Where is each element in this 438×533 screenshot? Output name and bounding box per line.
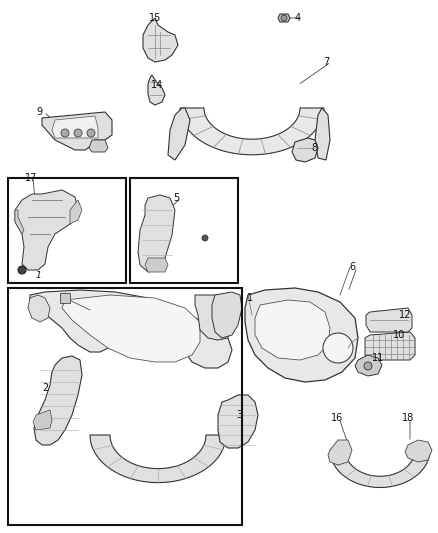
Polygon shape	[292, 138, 318, 162]
Text: 4: 4	[295, 13, 301, 23]
Polygon shape	[145, 258, 168, 272]
Polygon shape	[366, 308, 412, 332]
Polygon shape	[52, 116, 98, 138]
Polygon shape	[255, 300, 330, 360]
Polygon shape	[405, 440, 432, 462]
Text: 6: 6	[349, 262, 355, 272]
Polygon shape	[34, 356, 82, 445]
Text: 8: 8	[311, 143, 317, 153]
Text: 15: 15	[149, 13, 161, 23]
Text: 11: 11	[372, 353, 384, 363]
Polygon shape	[143, 18, 178, 62]
Polygon shape	[365, 332, 415, 360]
Text: 9: 9	[36, 107, 42, 117]
Polygon shape	[315, 108, 330, 160]
Bar	[8, 178, 126, 283]
Text: 2: 2	[42, 383, 48, 393]
Polygon shape	[15, 210, 24, 234]
Text: 16: 16	[331, 413, 343, 423]
Text: 17: 17	[25, 173, 37, 183]
Text: 7: 7	[323, 57, 329, 67]
Circle shape	[87, 129, 95, 137]
Text: 1: 1	[35, 271, 41, 279]
Polygon shape	[28, 295, 50, 322]
Text: 10: 10	[393, 330, 405, 340]
Polygon shape	[30, 290, 232, 368]
Polygon shape	[195, 295, 232, 340]
Circle shape	[202, 235, 208, 241]
Polygon shape	[168, 108, 190, 160]
Circle shape	[323, 333, 353, 363]
Text: 12: 12	[399, 310, 411, 320]
Bar	[130, 178, 238, 283]
Bar	[8, 288, 242, 525]
Circle shape	[364, 362, 372, 370]
Polygon shape	[70, 200, 82, 224]
Polygon shape	[355, 355, 382, 376]
Text: 5: 5	[173, 193, 179, 203]
Circle shape	[61, 129, 69, 137]
Text: 18: 18	[402, 413, 414, 423]
Text: 14: 14	[151, 80, 163, 90]
Text: 3: 3	[236, 410, 242, 420]
Polygon shape	[330, 450, 430, 488]
Polygon shape	[180, 108, 324, 155]
Bar	[60, 293, 70, 303]
Polygon shape	[212, 292, 242, 338]
Polygon shape	[245, 288, 358, 382]
Polygon shape	[328, 440, 352, 465]
Polygon shape	[90, 435, 226, 482]
Polygon shape	[89, 140, 108, 152]
Circle shape	[18, 266, 26, 274]
Polygon shape	[138, 195, 175, 272]
Polygon shape	[33, 410, 52, 430]
Circle shape	[74, 129, 82, 137]
Polygon shape	[218, 395, 258, 448]
Polygon shape	[42, 112, 112, 150]
Polygon shape	[278, 14, 290, 22]
Polygon shape	[62, 295, 200, 362]
Polygon shape	[15, 190, 78, 270]
Circle shape	[281, 15, 287, 21]
Text: 1: 1	[247, 293, 253, 303]
Polygon shape	[148, 75, 165, 105]
